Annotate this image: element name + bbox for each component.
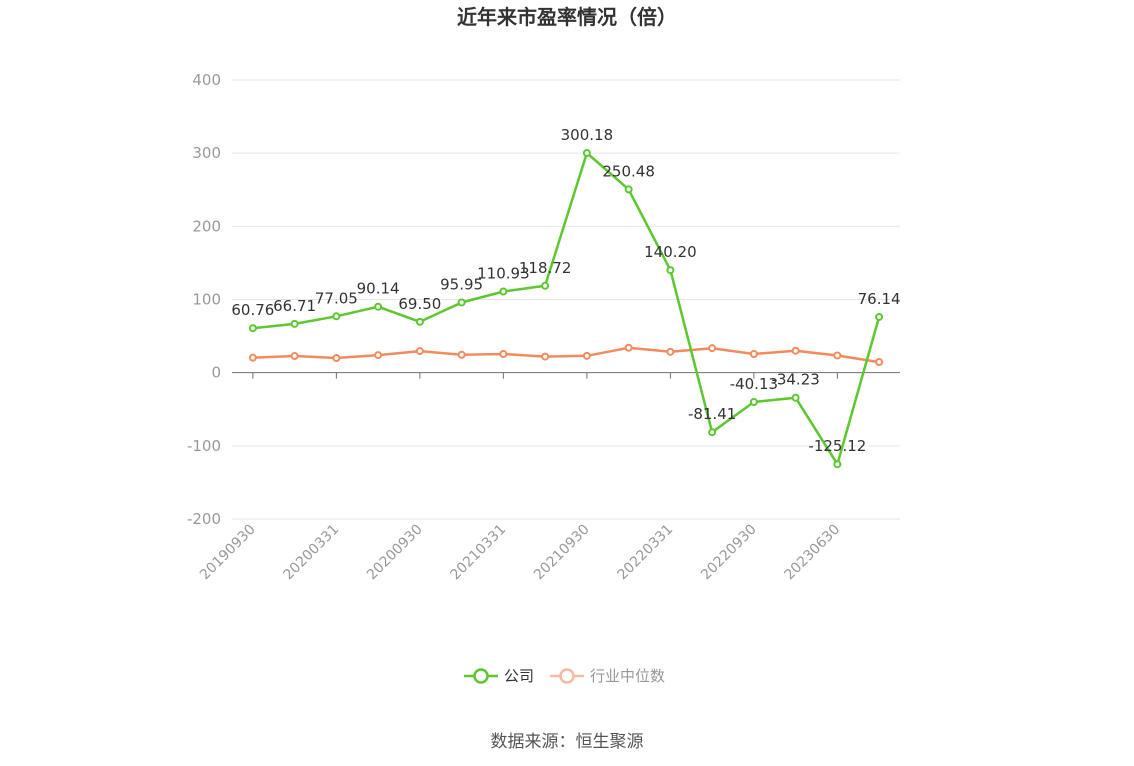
legend-label-company: 公司	[504, 667, 534, 685]
data-label: -81.41	[688, 405, 736, 423]
data-label: 66.71	[273, 297, 316, 315]
data-label: 69.50	[398, 295, 441, 313]
data-label: 140.20	[644, 243, 697, 261]
y-tick-label: 100	[192, 291, 221, 309]
data-label: 250.48	[602, 162, 655, 180]
legend-marker-industry	[559, 668, 575, 684]
data-point-company	[332, 312, 341, 321]
data-point-industry	[499, 350, 508, 359]
y-tick-label: 200	[192, 217, 221, 235]
x-tick-label: 20210331	[447, 522, 509, 584]
data-point-industry	[415, 347, 424, 356]
y-tick-label: -200	[187, 510, 221, 528]
legend-marker-company	[473, 668, 489, 684]
data-point-company	[374, 302, 383, 311]
x-tick-label: 20230630	[781, 522, 843, 584]
data-point-industry	[541, 352, 550, 361]
x-tick-label: 20220331	[614, 522, 676, 584]
series-line-industry	[252, 346, 880, 364]
y-tick-label: 400	[192, 71, 221, 89]
data-point-industry	[374, 351, 383, 360]
data-point-industry	[290, 351, 299, 360]
data-label: -34.23	[771, 371, 819, 389]
data-point-industry	[875, 358, 884, 367]
data-point-company	[708, 428, 717, 437]
data-point-industry	[624, 343, 633, 352]
data-label: 300.18	[561, 126, 614, 144]
x-tick-label: 20200930	[364, 522, 426, 584]
data-point-company	[582, 149, 591, 158]
legend-label-industry: 行业中位数	[590, 667, 665, 685]
data-source: 数据来源：恒生聚源	[491, 732, 644, 752]
x-axis: 20190930 20200331 20200930 20210331 20210930…	[197, 372, 900, 584]
series-lines	[252, 151, 881, 466]
y-tick-label: 0	[211, 364, 221, 382]
x-tick-label: 20200331	[280, 522, 342, 584]
data-label: 95.95	[440, 275, 483, 293]
data-point-industry	[749, 350, 758, 359]
data-point-company	[415, 317, 424, 326]
x-tick-label: 20220930	[698, 522, 760, 584]
y-axis: -200 -100 0 100 200 300 400	[187, 71, 221, 528]
data-label: 110.93	[477, 265, 530, 283]
data-point-company	[541, 281, 550, 290]
data-label: -125.12	[808, 437, 866, 455]
data-point-industry	[708, 344, 717, 353]
series-line-company	[252, 151, 881, 466]
data-point-industry	[457, 350, 466, 359]
data-point-company	[666, 266, 675, 275]
legend: 公司 行业中位数	[464, 667, 665, 685]
y-tick-label: -100	[187, 437, 221, 455]
data-point-industry	[833, 351, 842, 360]
data-point-company	[624, 185, 633, 194]
data-point-company	[248, 324, 257, 333]
data-point-company	[749, 398, 758, 407]
data-point-industry	[666, 347, 675, 356]
chart-title: 近年来市盈率情况（倍）	[457, 5, 677, 29]
data-point-company	[290, 319, 299, 328]
grid-lines	[232, 79, 900, 520]
data-label: -40.13	[730, 375, 778, 393]
x-tick-label: 20210930	[531, 522, 593, 584]
x-tick-label: 20190930	[197, 522, 259, 584]
data-point-company	[875, 312, 884, 321]
series-points	[248, 149, 884, 469]
data-label: 77.05	[315, 289, 358, 307]
data-point-company	[457, 298, 466, 307]
data-point-company	[791, 393, 800, 402]
data-point-industry	[791, 346, 800, 355]
data-point-industry	[248, 353, 257, 362]
data-point-industry	[582, 351, 591, 360]
y-tick-label: 300	[192, 144, 221, 162]
data-label: 60.76	[231, 301, 274, 319]
data-label: 90.14	[357, 280, 400, 298]
data-point-company	[499, 287, 508, 296]
data-point-company	[833, 460, 842, 469]
data-label: 76.14	[858, 290, 901, 308]
data-point-industry	[332, 354, 341, 363]
data-label: 118.72	[519, 259, 572, 277]
